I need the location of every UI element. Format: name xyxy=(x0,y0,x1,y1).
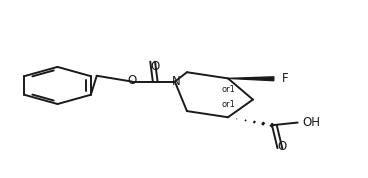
Text: N: N xyxy=(172,75,181,88)
Text: O: O xyxy=(127,74,137,87)
Text: OH: OH xyxy=(302,116,321,129)
Text: or1: or1 xyxy=(222,85,236,93)
Text: O: O xyxy=(150,60,159,73)
Text: F: F xyxy=(282,72,289,85)
Polygon shape xyxy=(228,77,274,81)
Text: or1: or1 xyxy=(222,100,236,109)
Text: O: O xyxy=(277,140,287,153)
